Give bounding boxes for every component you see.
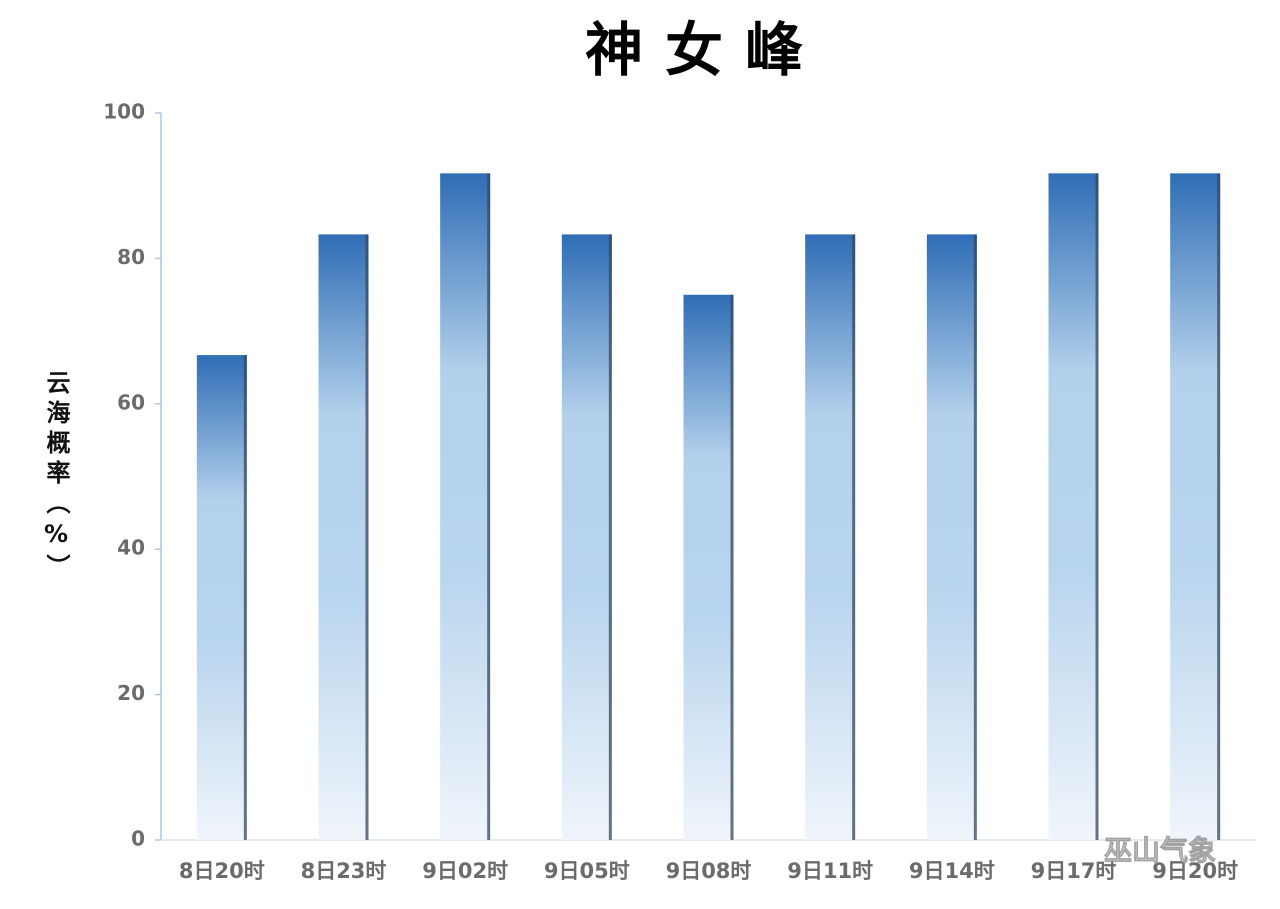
x-tick-label: 9日20时 xyxy=(1152,859,1238,883)
bar-edge xyxy=(1217,173,1221,840)
bar xyxy=(1048,173,1099,840)
bar xyxy=(196,355,247,840)
bar xyxy=(440,173,491,840)
y-tick-label: 40 xyxy=(117,536,145,560)
x-tick-label: 9日08时 xyxy=(666,859,752,883)
bar xyxy=(561,234,612,840)
bar-edge xyxy=(730,294,734,840)
bar-edge xyxy=(243,355,247,840)
x-tick-label: 9日02时 xyxy=(422,859,508,883)
bar xyxy=(805,234,856,840)
y-tick-label: 60 xyxy=(117,390,145,414)
watermark: 巫山气象 xyxy=(1104,834,1216,867)
y-tick-label: 20 xyxy=(117,681,145,705)
bar xyxy=(683,294,734,840)
x-tick-label: 8日23时 xyxy=(301,859,387,883)
chart-title: 神女峰 xyxy=(585,16,825,84)
x-tick-label: 9日14时 xyxy=(909,859,995,883)
bar-edge xyxy=(973,234,977,840)
bar xyxy=(1170,173,1221,840)
y-axis-label: 云海概率（%） xyxy=(42,370,70,584)
bar xyxy=(318,234,369,840)
x-tick-label: 8日20时 xyxy=(179,859,265,883)
x-tick-label: 9日05时 xyxy=(544,859,630,883)
y-tick-label: 80 xyxy=(117,245,145,269)
bar-edge xyxy=(852,234,856,840)
x-tick-label: 9日11时 xyxy=(787,859,873,883)
x-tick-label: 9日17时 xyxy=(1031,859,1117,883)
bar-edge xyxy=(365,234,369,840)
y-tick-label: 0 xyxy=(131,827,145,851)
bar-edge xyxy=(1095,173,1099,840)
bar-edge xyxy=(487,173,491,840)
y-tick-label: 100 xyxy=(103,100,145,124)
bar-edge xyxy=(608,234,612,840)
bar xyxy=(926,234,977,840)
